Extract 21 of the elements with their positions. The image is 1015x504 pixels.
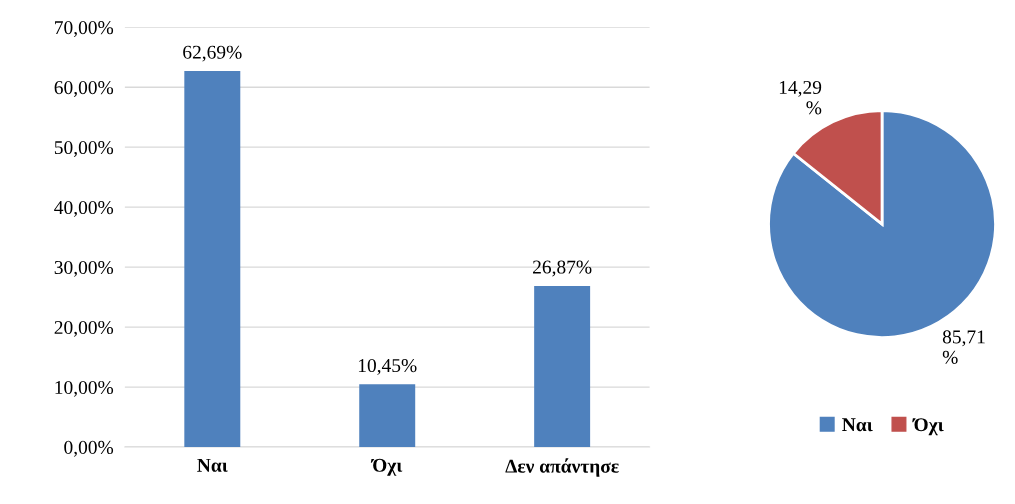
y-tick-label: 40,00%	[54, 200, 114, 217]
y-tick-label: 60,00%	[54, 81, 114, 97]
bar	[359, 384, 416, 448]
data-label: 26,87%	[533, 260, 592, 277]
y-tick-label: 70,00%	[55, 21, 114, 37]
x-tick-label: Δεν απάντησε	[505, 458, 619, 477]
legend-label: Ναι	[842, 418, 873, 432]
data-label: 10,45%	[358, 358, 417, 375]
bar	[534, 285, 591, 448]
x-tick-label: Ναι	[197, 458, 228, 472]
legend-label: Όχι	[912, 418, 944, 436]
y-tick-label: 30,00%	[54, 260, 114, 277]
bar	[184, 71, 241, 448]
y-tick-label: 20,00%	[54, 320, 114, 337]
x-tick-label: Όχι	[370, 458, 403, 476]
data-label: 14,29 %	[779, 80, 822, 115]
data-label: 85,71 %	[942, 330, 985, 364]
y-tick-label: 50,00%	[54, 140, 114, 157]
data-label: 62,69%	[183, 45, 242, 62]
y-tick-label: 10,00%	[55, 380, 114, 397]
y-tick-label: 0,00%	[64, 440, 114, 457]
